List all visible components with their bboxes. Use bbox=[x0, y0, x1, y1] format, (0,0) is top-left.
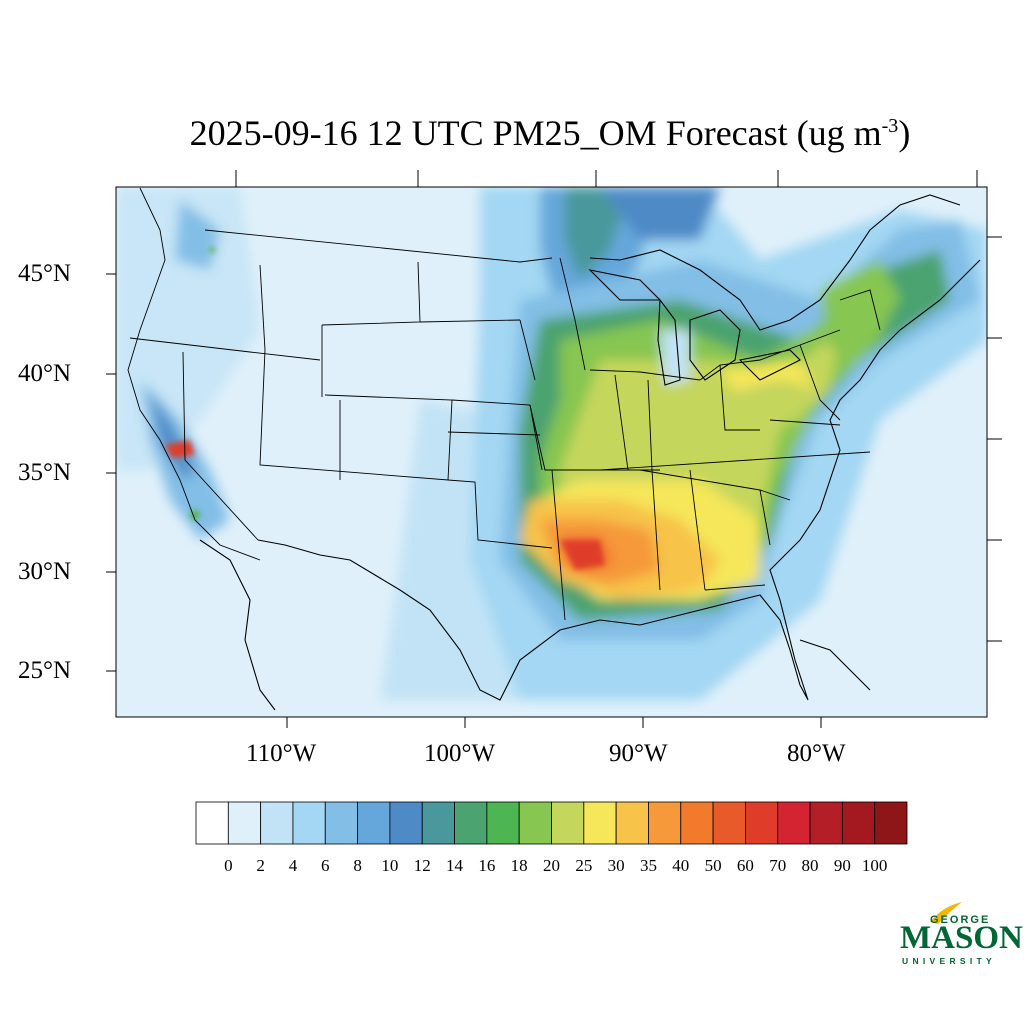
logo-university: UNIVERSITY bbox=[902, 956, 997, 966]
colorbar-swatch bbox=[260, 801, 294, 845]
colorbar-swatch bbox=[551, 801, 585, 845]
colorbar-swatch bbox=[874, 801, 908, 845]
colorbar-tick-label: 20 bbox=[543, 856, 560, 875]
colorbar-tick-label: 40 bbox=[672, 856, 690, 875]
colorbar-swatch bbox=[680, 801, 714, 845]
colorbar-tick-label: 25 bbox=[575, 856, 593, 875]
map-frame bbox=[115, 186, 988, 718]
colorbar-swatch bbox=[454, 801, 488, 845]
colorbar-swatch bbox=[648, 801, 682, 845]
colorbar-tick-label: 90 bbox=[833, 856, 851, 875]
colorbar-swatch bbox=[324, 801, 358, 845]
colorbar-swatch bbox=[195, 801, 229, 845]
logo-mason: MASON bbox=[900, 920, 1023, 956]
colorbar-tick-label: 0 bbox=[224, 856, 233, 875]
lat-label-35: 35°N bbox=[18, 459, 72, 486]
gmu-logo: GEORGE MASON UNIVERSITY bbox=[896, 898, 1023, 970]
colorbar-tick-label: 35 bbox=[639, 856, 657, 875]
logo-george: GEORGE bbox=[930, 914, 991, 926]
colorbar-tick-label: 80 bbox=[801, 856, 819, 875]
lat-label-45: 45°N bbox=[18, 260, 72, 287]
colorbar-swatch bbox=[615, 801, 649, 845]
colorbar-tick-label: 10 bbox=[381, 856, 399, 875]
lat-label-40: 40°N bbox=[18, 360, 72, 387]
colorbar-tick-label: 30 bbox=[607, 856, 625, 875]
colorbar-swatch bbox=[421, 801, 455, 845]
title-close: ) bbox=[898, 113, 911, 153]
colorbar-tick-label: 8 bbox=[353, 856, 362, 875]
colorbar-swatch bbox=[841, 801, 876, 845]
colorbar-swatch bbox=[712, 801, 746, 845]
colorbar-tick-label: 16 bbox=[478, 856, 496, 875]
lon-label-100w: 100°W bbox=[424, 740, 496, 767]
colorbar-tick-label: 14 bbox=[446, 856, 464, 875]
axis-ticks bbox=[106, 170, 1002, 728]
title-main: 2025-09-16 12 UTC PM25_OM Forecast (ug m bbox=[189, 113, 882, 153]
colorbar-tick-label: 2 bbox=[256, 856, 265, 875]
colorbar-swatch bbox=[227, 801, 262, 845]
colorbar-swatch bbox=[292, 801, 326, 845]
colorbar-swatch bbox=[809, 801, 843, 845]
colorbar-swatch bbox=[777, 801, 811, 845]
colorbar-tick-label: 4 bbox=[288, 856, 298, 875]
colorbar-swatch bbox=[357, 801, 391, 845]
lat-label-25: 25°N bbox=[18, 657, 72, 684]
colorbar-swatch bbox=[486, 801, 520, 845]
colorbar-tick-label: 70 bbox=[769, 856, 787, 875]
logo-swoosh-icon bbox=[930, 902, 962, 924]
concentration-field bbox=[116, 187, 987, 717]
lon-label-110w: 110°W bbox=[246, 740, 317, 767]
colorbar-tick-label: 100 bbox=[861, 856, 888, 875]
colorbar bbox=[195, 801, 908, 845]
colorbar-swatch bbox=[518, 801, 552, 845]
state-boundaries bbox=[127, 187, 881, 621]
title-superscript: -3 bbox=[881, 115, 899, 137]
lon-label-80w: 80°W bbox=[787, 740, 846, 767]
colorbar-swatch bbox=[583, 801, 617, 845]
lat-label-30: 30°N bbox=[18, 558, 72, 585]
colorbar-tick-label: 6 bbox=[321, 856, 330, 875]
colorbar-tick-label: 18 bbox=[510, 856, 528, 875]
colorbar-swatch bbox=[745, 801, 779, 845]
chart-title: 2025-09-16 12 UTC PM25_OM Forecast (ug m… bbox=[0, 112, 1024, 154]
colorbar-tick-label: 60 bbox=[736, 856, 754, 875]
lon-label-90w: 90°W bbox=[609, 740, 668, 767]
coastlines bbox=[199, 194, 981, 711]
colorbar-swatch bbox=[389, 801, 423, 845]
colorbar-tick-label: 12 bbox=[413, 856, 431, 875]
colorbar-tick-label: 50 bbox=[704, 856, 722, 875]
